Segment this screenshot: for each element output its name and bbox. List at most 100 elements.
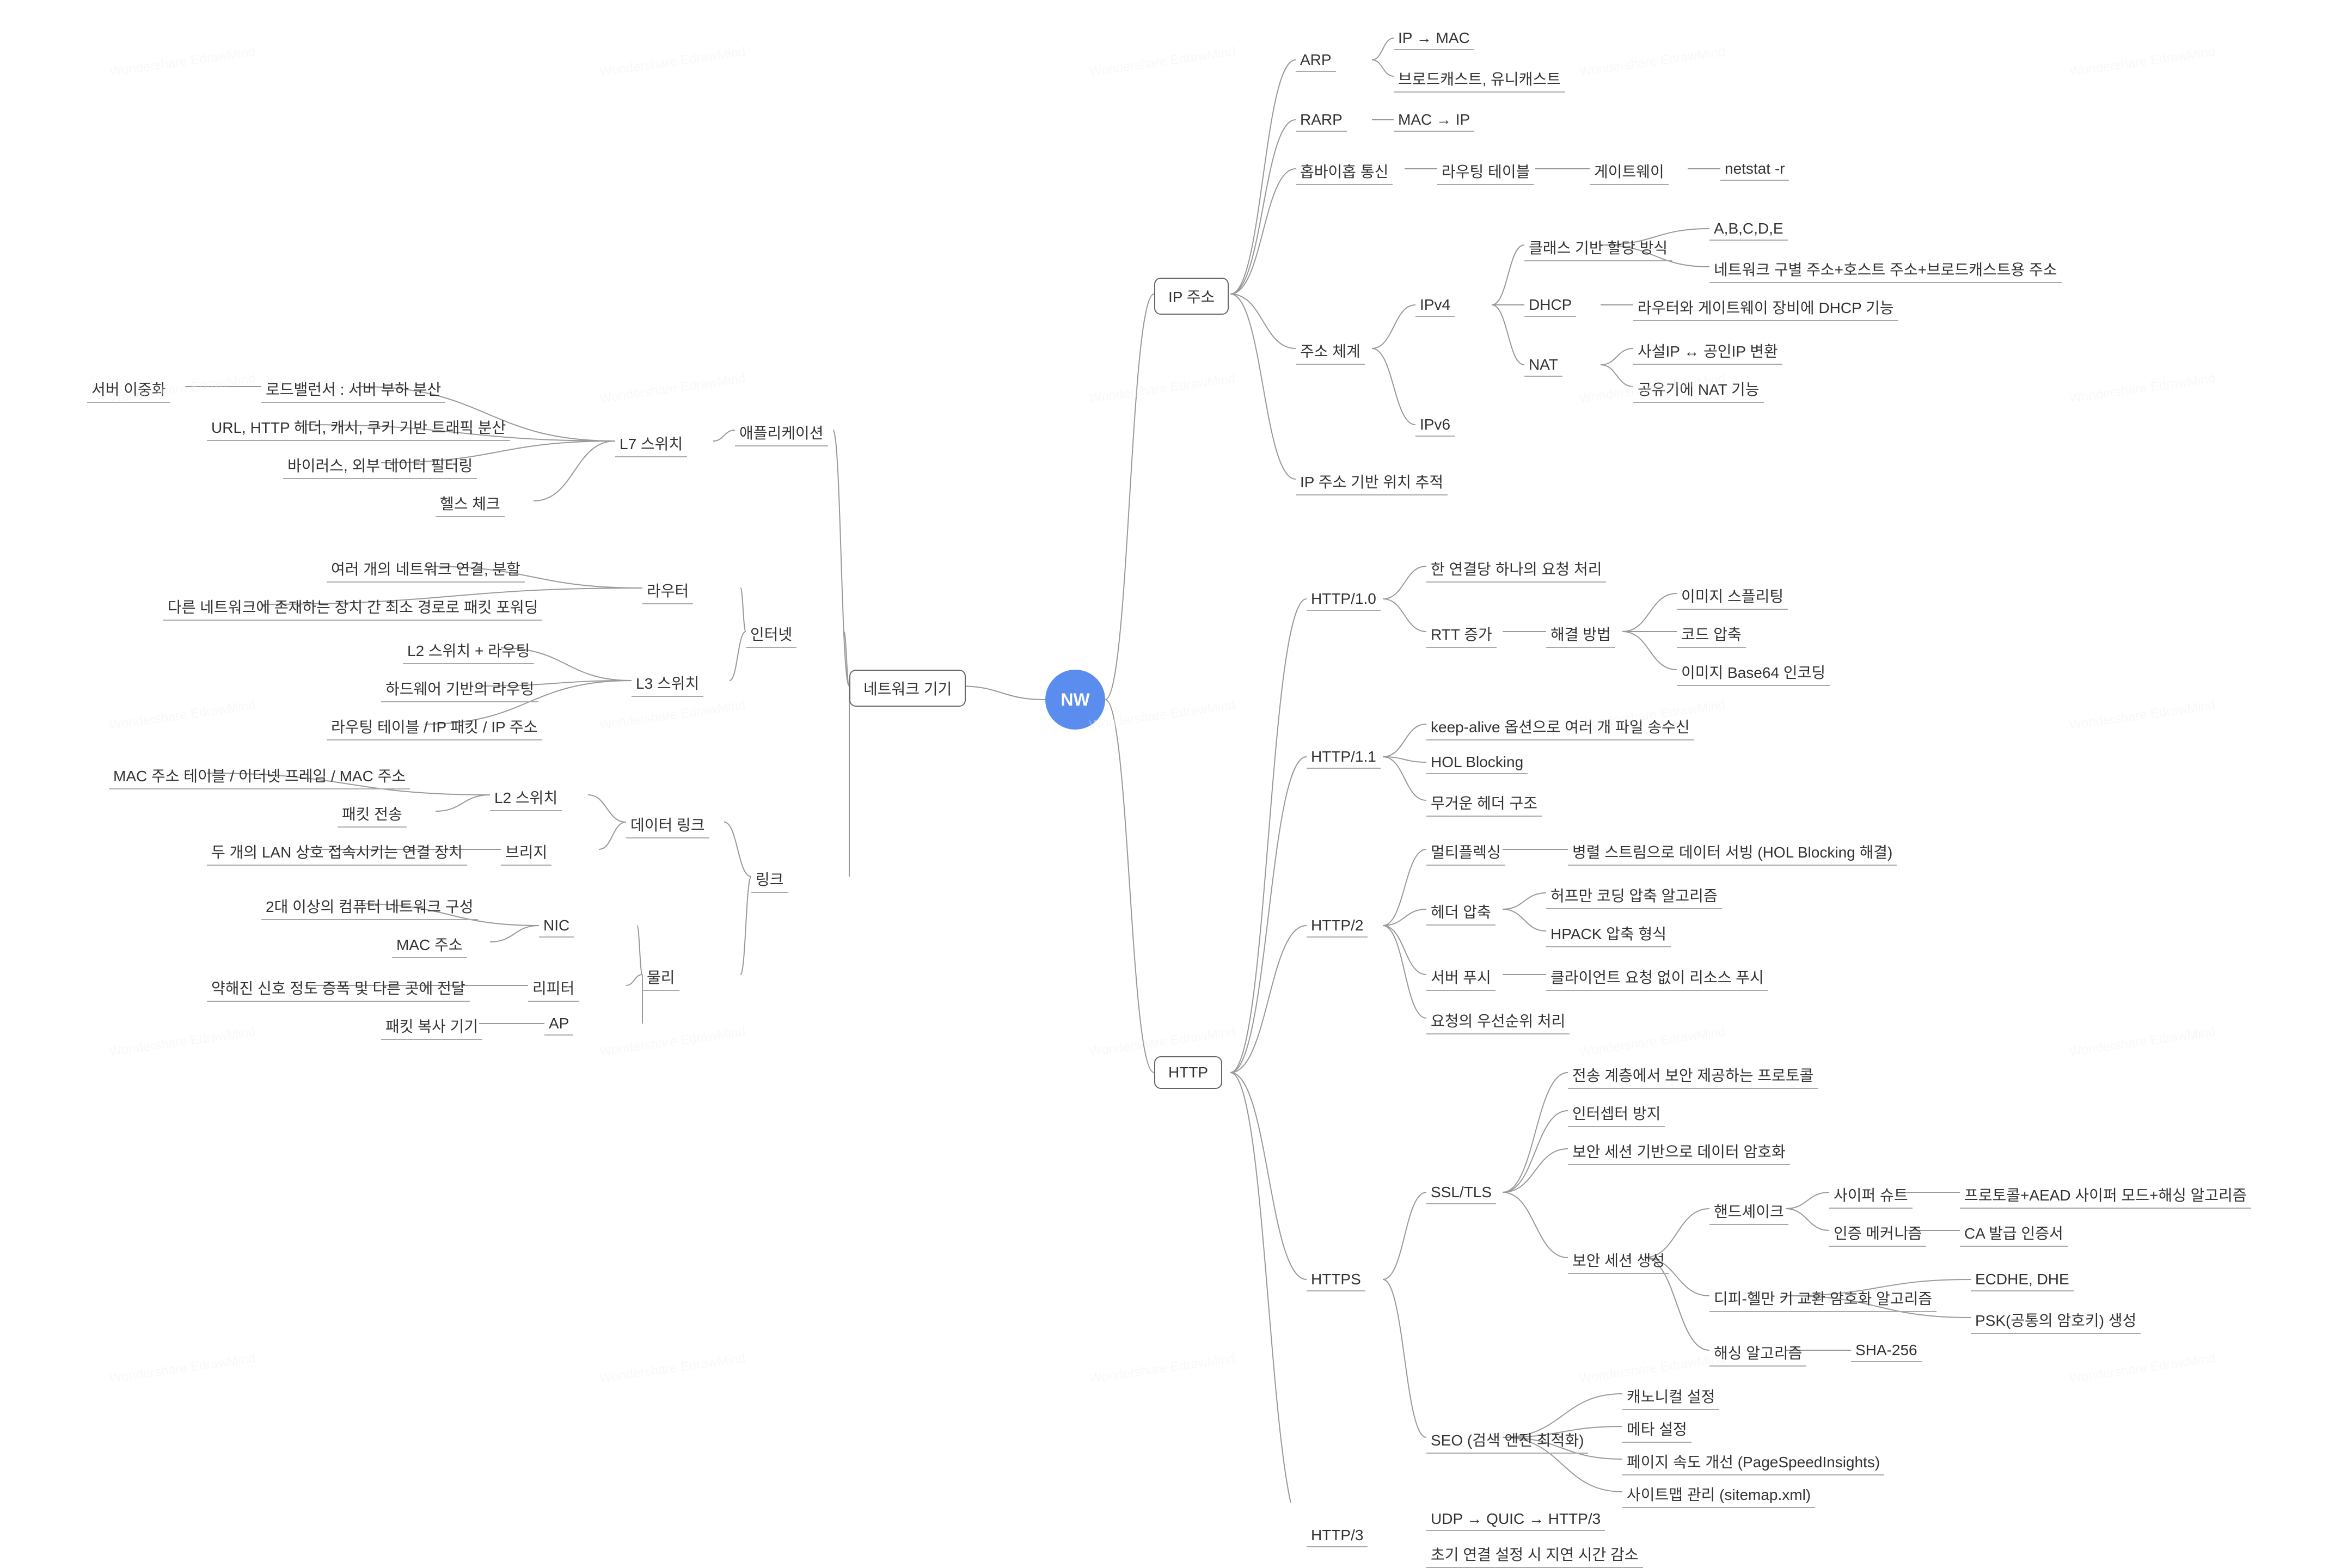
watermark: Wondershare EdrawMind — [1088, 1024, 1236, 1059]
right-leaf: 인증 메커니즘 — [1829, 1220, 1926, 1247]
right-leaf: HOL Blocking — [1426, 751, 1528, 774]
right-leaf: 핸드셰이크 — [1709, 1198, 1788, 1225]
right-trunk-0: IP 주소 — [1154, 278, 1229, 315]
watermark: Wondershare EdrawMind — [1578, 1351, 1726, 1386]
left-leaf: NIC — [539, 915, 574, 938]
left-leaf: 브리지 — [501, 838, 551, 866]
chain: 게이트웨이 — [1590, 158, 1669, 185]
watermark: Wondershare EdrawMind — [1088, 371, 1236, 406]
left-trunk: 네트워크 기기 — [849, 670, 966, 707]
watermark: Wondershare EdrawMind — [598, 697, 746, 733]
right-leaf: 캐노니컬 설정 — [1622, 1383, 1719, 1410]
right-leaf: ECDHE, DHE — [1971, 1269, 2074, 1291]
right-leaf: SHA-256 — [1851, 1339, 1922, 1362]
left-leaf: 하드웨어 기반의 라우팅 — [381, 675, 538, 702]
right-leaf: 네트워크 구별 주소+호스트 주소+브로드캐스트용 주소 — [1709, 256, 2062, 283]
left-leaf: 리피터 — [528, 975, 579, 1002]
right-leaf: 이미지 스플리팅 — [1677, 583, 1788, 610]
right-leaf: NAT — [1524, 354, 1562, 377]
left-leaf: 패킷 복사 기기 — [381, 1013, 482, 1040]
right-leaf: 메타 설정 — [1622, 1416, 1691, 1443]
right-leaf: 보안 세션 생성 — [1568, 1247, 1669, 1274]
left-leaf: 로드밸런서 : 서버 부하 분산 — [261, 376, 445, 403]
left-leaf: URL, HTTP 헤더, 캐시, 쿠키 기반 트래픽 분산 — [207, 414, 510, 441]
watermark: Wondershare EdrawMind — [1578, 1024, 1726, 1059]
left-leaf: 약해진 신호 정도 증폭 및 다른 곳에 전달 — [207, 975, 470, 1002]
right-leaf: 주소 체계 — [1296, 338, 1365, 365]
left-leaf: 링크 — [751, 866, 788, 893]
left-leaf: L7 스위치 — [615, 430, 687, 457]
watermark: Wondershare EdrawMind — [108, 1351, 256, 1386]
right-leaf: 디피-헬만 키 교환 암호화 알고리즘 — [1709, 1285, 1936, 1312]
left-leaf: 여러 개의 네트워크 연결, 분할 — [327, 555, 525, 583]
right-leaf: 클라이언트 요청 없이 리소스 푸시 — [1546, 964, 1768, 991]
right-leaf: SSL/TLS — [1426, 1181, 1496, 1204]
right-leaf: 사설IP ↔ 공인IP 변환 — [1633, 338, 1782, 365]
watermark: Wondershare EdrawMind — [1088, 44, 1236, 79]
right-leaf: 한 연결당 하나의 요청 처리 — [1426, 555, 1606, 583]
right-leaf: 멀티플렉싱 — [1426, 838, 1505, 866]
left-leaf: 다른 네트워크에 존재하는 장치 간 최소 경로로 패킷 포워딩 — [163, 593, 542, 621]
right-leaf: 공유기에 NAT 기능 — [1633, 376, 1764, 403]
right-trunk-1: HTTP — [1154, 1056, 1222, 1089]
right-leaf: IPv4 — [1415, 294, 1455, 317]
right-leaf: 무거운 헤더 구조 — [1426, 789, 1542, 817]
right-leaf: 사이퍼 슈트 — [1829, 1181, 1913, 1209]
left-leaf: 패킷 전송 — [338, 800, 407, 828]
left-leaf: 애플리케이션 — [735, 419, 828, 446]
left-leaf: MAC 주소 — [392, 931, 467, 958]
watermark: Wondershare EdrawMind — [1088, 697, 1236, 733]
watermark: Wondershare EdrawMind — [2068, 44, 2216, 79]
watermark: Wondershare EdrawMind — [2068, 371, 2216, 406]
right-leaf: DHCP — [1524, 294, 1576, 317]
left-leaf: 라우터 — [642, 577, 693, 604]
right-leaf: HTTP/1.0 — [1307, 588, 1381, 611]
left-leaf: 바이러스, 외부 데이터 필터링 — [283, 452, 477, 479]
right-leaf: SEO (검색 엔진 최적화) — [1426, 1426, 1588, 1454]
left-leaf: L2 스위치 + 라우팅 — [403, 637, 534, 664]
left-leaf: 라우팅 테이블 / IP 패킷 / IP 주소 — [327, 713, 542, 740]
left-leaf: 물리 — [642, 964, 679, 991]
watermark: Wondershare EdrawMind — [598, 371, 746, 406]
right-leaf: 보안 세션 기반으로 데이터 암호화 — [1568, 1138, 1790, 1165]
watermark: Wondershare EdrawMind — [1578, 44, 1726, 79]
left-leaf: 인터넷 — [746, 621, 796, 648]
right-leaf: 브로드캐스트, 유니캐스트 — [1394, 65, 1565, 93]
right-leaf: RTT 증가 — [1426, 621, 1497, 648]
right-leaf: 해결 방법 — [1546, 621, 1615, 648]
right-leaf: 페이지 속도 개선 (PageSpeedInsights) — [1622, 1448, 1884, 1475]
right-leaf: 서버 푸시 — [1426, 964, 1496, 991]
watermark: Wondershare EdrawMind — [2068, 1024, 2216, 1059]
watermark: Wondershare EdrawMind — [2068, 697, 2216, 733]
right-leaf: 이미지 Base64 인코딩 — [1677, 659, 1830, 686]
watermark: Wondershare EdrawMind — [108, 44, 256, 79]
right-leaf: 라우터와 게이트웨이 장비에 DHCP 기능 — [1633, 294, 1898, 321]
right-leaf: PSK(공통의 암호키) 생성 — [1971, 1307, 2141, 1334]
right-leaf: 홉바이홉 통신 — [1296, 158, 1393, 185]
left-leaf: 데이터 링크 — [626, 811, 709, 838]
right-leaf: ARP — [1296, 49, 1336, 72]
right-leaf: 사이트맵 관리 (sitemap.xml) — [1622, 1481, 1815, 1508]
right-leaf: RARP — [1296, 109, 1347, 132]
right-leaf: HTTP/3 — [1307, 1524, 1368, 1547]
left-leaf: 헬스 체크 — [436, 490, 505, 517]
right-leaf: IPv6 — [1415, 414, 1455, 437]
right-leaf: 프로토콜+AEAD 사이퍼 모드+해싱 알고리즘 — [1960, 1181, 2251, 1209]
center-node: NW — [1045, 670, 1105, 730]
right-leaf: UDP → QUIC → HTTP/3 — [1426, 1508, 1605, 1531]
right-leaf: 초기 연결 설정 시 지연 시간 감소 — [1426, 1541, 1643, 1568]
right-leaf: HPACK 압축 형식 — [1546, 920, 1671, 947]
watermark: Wondershare EdrawMind — [598, 1024, 746, 1059]
right-leaf: keep-alive 옵션으로 여러 개 파일 송수신 — [1426, 713, 1694, 740]
right-leaf: 클래스 기반 할당 방식 — [1524, 234, 1672, 261]
right-leaf: HTTP/2 — [1307, 915, 1368, 938]
right-leaf: MAC → IP — [1394, 109, 1474, 132]
right-leaf: 허프만 코딩 압축 알고리즘 — [1546, 882, 1722, 909]
watermark: Wondershare EdrawMind — [598, 44, 746, 79]
right-leaf: A,B,C,D,E — [1709, 218, 1788, 241]
right-leaf: 해싱 알고리즘 — [1709, 1339, 1806, 1367]
left-leaf: L3 스위치 — [632, 670, 703, 697]
right-leaf: HTTP/1.1 — [1307, 746, 1381, 769]
left-leaf: L2 스위치 — [490, 784, 562, 811]
watermark: Wondershare EdrawMind — [598, 1351, 746, 1386]
